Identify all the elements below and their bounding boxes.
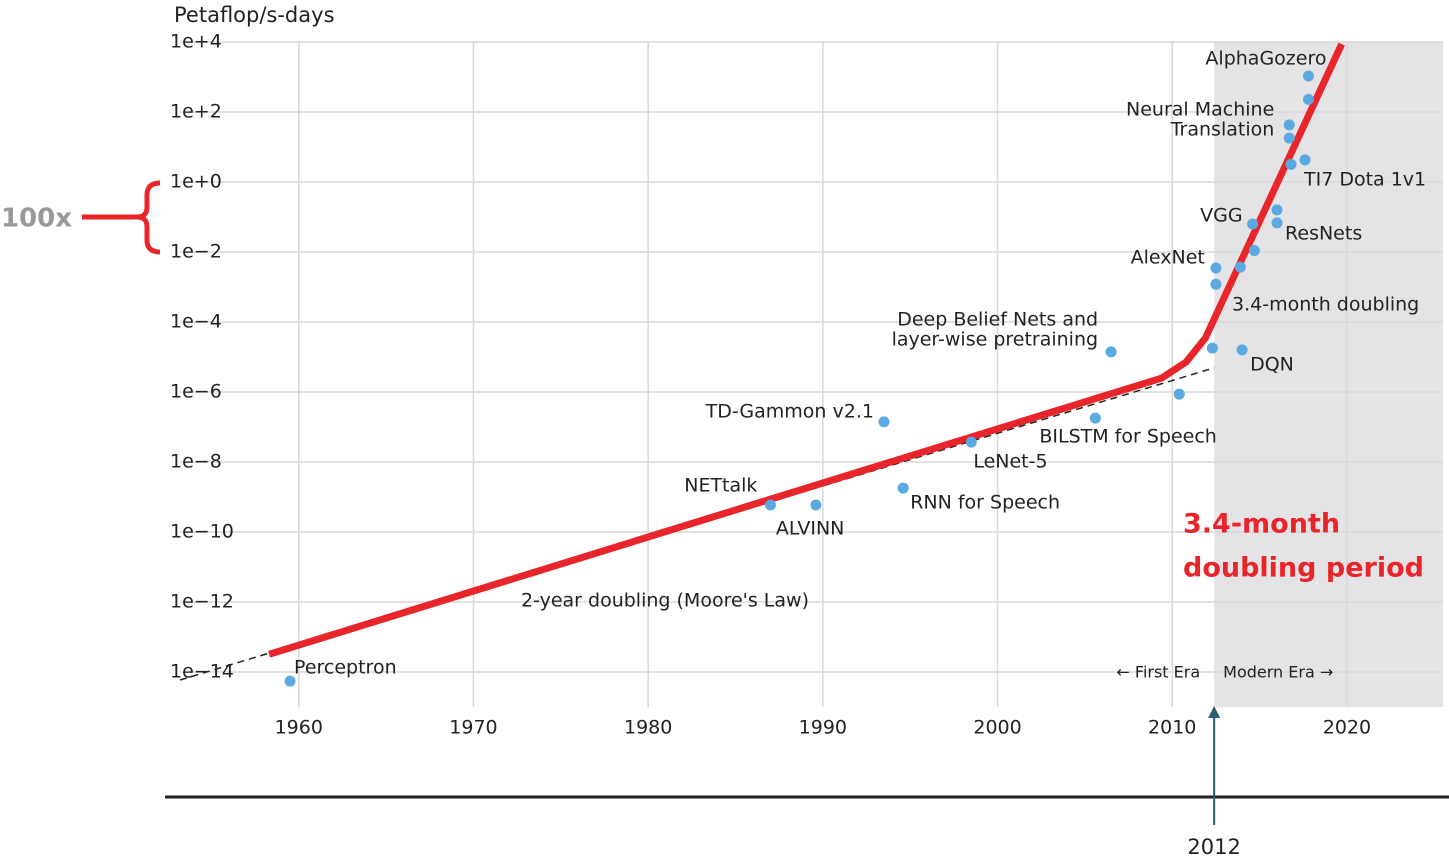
x-tick-label: 2020 bbox=[1323, 717, 1371, 739]
trend-line bbox=[268, 42, 1345, 658]
data-point bbox=[1247, 218, 1259, 230]
arrow-head bbox=[1208, 706, 1221, 718]
y-tick-label: 1e+0 bbox=[170, 171, 222, 193]
data-point bbox=[1206, 342, 1218, 354]
data-point bbox=[1271, 204, 1283, 216]
moore-label: 2-year doubling (Moore's Law) bbox=[521, 590, 809, 612]
point-label: Translation bbox=[1170, 118, 1275, 140]
point-label: Neural Machine bbox=[1126, 98, 1274, 120]
modern-label: 3.4-month doubling bbox=[1232, 294, 1419, 316]
point-label: ResNets bbox=[1285, 222, 1362, 244]
y-tick-label: 1e+2 bbox=[170, 101, 222, 123]
point-label: BILSTM for Speech bbox=[1039, 426, 1216, 448]
data-point bbox=[1210, 278, 1222, 290]
bracket-label: 100x bbox=[1, 204, 72, 234]
point-label: DQN bbox=[1250, 353, 1294, 375]
data-point bbox=[965, 436, 977, 448]
highlight-label: doubling period bbox=[1183, 553, 1424, 584]
point-label: layer-wise pretraining bbox=[892, 328, 1099, 350]
x-tick-label: 2010 bbox=[1148, 717, 1196, 739]
data-point bbox=[1236, 344, 1248, 356]
modern-era-region bbox=[1214, 42, 1443, 707]
data-point bbox=[1210, 262, 1222, 274]
x-tick-label: 1980 bbox=[624, 717, 672, 739]
x-tick-label: 1990 bbox=[799, 717, 847, 739]
boundary-label: 2012 bbox=[1187, 835, 1240, 859]
y-tick-label: 1e−6 bbox=[170, 381, 222, 403]
point-label: ALVINN bbox=[776, 518, 845, 540]
y-tick-label: 1e−8 bbox=[170, 451, 222, 473]
x-tick-label: 2000 bbox=[973, 717, 1021, 739]
y-axis-title: Petaflop/s-days bbox=[174, 3, 335, 27]
y-tick-label: 1e+4 bbox=[170, 31, 222, 53]
point-label: NETtalk bbox=[684, 475, 757, 497]
x-tick-label: 1970 bbox=[449, 717, 497, 739]
point-label: TD-Gammon v2.1 bbox=[705, 400, 874, 422]
bracket bbox=[136, 180, 161, 255]
data-point bbox=[1285, 158, 1297, 170]
point-label: RNN for Speech bbox=[910, 492, 1060, 514]
data-point bbox=[764, 499, 776, 511]
data-point bbox=[1283, 119, 1295, 131]
era-label: ← First Era bbox=[1116, 663, 1200, 682]
point-label: TI7 Dota 1v1 bbox=[1303, 168, 1426, 190]
data-point bbox=[1283, 132, 1295, 144]
data-point bbox=[1105, 346, 1117, 358]
data-point bbox=[1173, 388, 1185, 400]
era-label: Modern Era → bbox=[1223, 663, 1333, 682]
data-point bbox=[1234, 261, 1246, 273]
x-tick-label: 1960 bbox=[275, 717, 323, 739]
point-label: LeNet-5 bbox=[973, 451, 1047, 473]
y-tick-label: 1e−4 bbox=[170, 311, 222, 333]
data-point bbox=[897, 482, 909, 494]
data-point bbox=[1302, 70, 1314, 82]
data-point bbox=[1089, 412, 1101, 424]
point-label: AlexNet bbox=[1131, 246, 1205, 268]
data-point bbox=[1302, 93, 1314, 105]
data-point bbox=[878, 416, 890, 428]
y-tick-label: 1e−2 bbox=[170, 241, 222, 263]
data-point bbox=[810, 499, 822, 511]
point-label: VGG bbox=[1200, 205, 1242, 227]
y-tick-label: 1e−14 bbox=[170, 661, 234, 683]
data-point bbox=[1271, 217, 1283, 229]
data-point bbox=[1248, 245, 1260, 257]
point-label: Deep Belief Nets and bbox=[897, 308, 1098, 330]
point-label: Perceptron bbox=[294, 657, 397, 679]
y-tick-label: 1e−10 bbox=[170, 521, 234, 543]
point-label: AlphaGozero bbox=[1205, 47, 1326, 69]
y-tick-label: 1e−12 bbox=[170, 591, 234, 613]
highlight-label: 3.4-month bbox=[1183, 509, 1340, 540]
data-point bbox=[1299, 154, 1311, 166]
data-point bbox=[284, 675, 296, 687]
